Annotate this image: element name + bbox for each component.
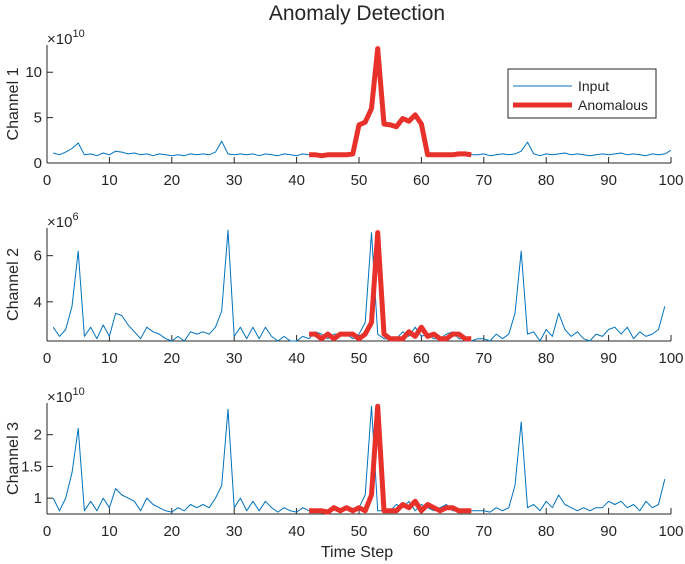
x-tick-label: 80	[538, 172, 555, 189]
y-tick-label: 0	[34, 155, 42, 172]
x-tick-label: 40	[288, 523, 305, 540]
x-tick-label: 30	[226, 350, 243, 367]
y-axis-label: Channel 2	[5, 248, 22, 321]
x-tick-label: 40	[288, 350, 305, 367]
y-tick-label: 5	[34, 110, 42, 127]
x-tick-label: 30	[226, 523, 243, 540]
x-tick-label: 10	[101, 172, 118, 189]
y-axis-exponent-power: 6	[72, 211, 78, 223]
y-axis-exponent: ×106	[47, 211, 79, 231]
y-tick-label: 10	[25, 64, 42, 81]
y-axis-exponent-power: 10	[72, 28, 84, 40]
x-tick-label: 60	[413, 350, 430, 367]
legend-input-label: Input	[578, 78, 609, 94]
x-tick-label: 80	[538, 350, 555, 367]
y-axis-exponent: ×1010	[47, 28, 85, 48]
x-tick-label: 100	[658, 523, 683, 540]
x-tick-label: 60	[413, 523, 430, 540]
x-tick-label: 90	[600, 350, 617, 367]
y-tick-label: 1.5	[21, 458, 42, 475]
x-tick-label: 50	[351, 172, 368, 189]
x-tick-label: 20	[163, 523, 180, 540]
x-tick-label: 90	[600, 172, 617, 189]
x-tick-label: 20	[163, 172, 180, 189]
x-tick-label: 30	[226, 172, 243, 189]
x-tick-label: 100	[658, 350, 683, 367]
input-series-line	[52, 405, 666, 513]
x-tick-label: 50	[351, 523, 368, 540]
x-tick-label: 10	[101, 523, 118, 540]
legend-box	[507, 68, 657, 119]
x-tick-label: 70	[475, 523, 492, 540]
anomalous-series-line	[309, 46, 472, 159]
legend: Input Anomalous	[507, 68, 657, 119]
x-tick-label: 70	[475, 350, 492, 367]
y-axis-label: Channel 3	[5, 422, 22, 495]
y-axis-exponent-power: 10	[72, 386, 84, 398]
legend-anomalous-label: Anomalous	[578, 97, 648, 113]
y-axis-label: Channel 1	[5, 67, 22, 140]
subplot-3: 0 10 20 30 40 50 60 70 80 90 100 1 1.5 2 ×1010 Channel …	[5, 386, 684, 540]
x-tick-label: 0	[43, 523, 51, 540]
y-tick-label: 2	[34, 427, 42, 444]
x-tick-label: 0	[43, 350, 51, 367]
x-axis-label: Time Step	[321, 544, 393, 561]
x-tick-label: 80	[538, 523, 555, 540]
x-tick-label: 90	[600, 523, 617, 540]
input-series-line	[52, 229, 666, 342]
anomalous-series-line	[309, 403, 472, 515]
x-tick-label: 70	[475, 172, 492, 189]
x-tick-label: 100	[658, 172, 683, 189]
x-tick-label: 10	[101, 350, 118, 367]
anomalous-series-line	[309, 230, 472, 342]
y-tick-label: 6	[34, 248, 42, 265]
y-tick-label: 4	[34, 294, 42, 311]
x-tick-label: 0	[43, 172, 51, 189]
y-tick-label: 1	[34, 490, 42, 507]
x-tick-label: 20	[163, 350, 180, 367]
x-tick-label: 50	[351, 350, 368, 367]
chart-title: Anomaly Detection	[269, 2, 445, 25]
x-tick-label: 40	[288, 172, 305, 189]
y-axis-exponent: ×1010	[47, 386, 85, 406]
x-tick-label: 60	[413, 172, 430, 189]
